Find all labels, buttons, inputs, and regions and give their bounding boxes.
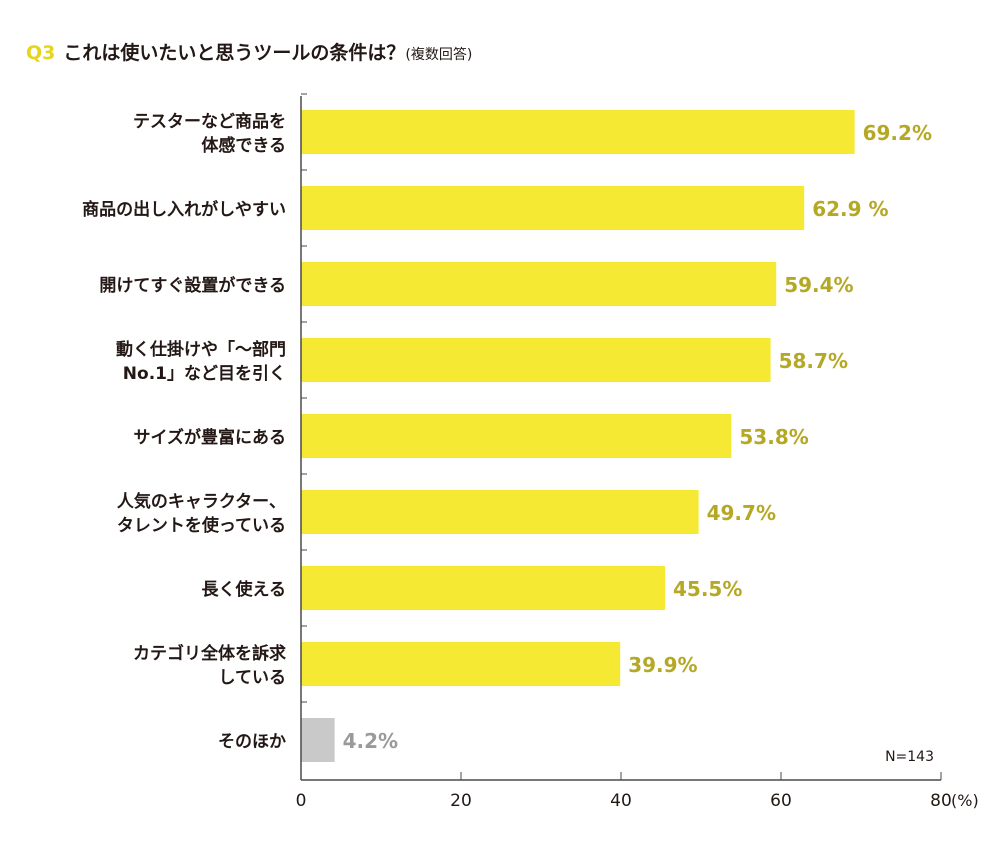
bar [301, 338, 771, 382]
category-label: No.1」など目を引く [123, 364, 286, 384]
x-tick-label: 60 [770, 791, 792, 811]
category-label: サイズが豊富にある [134, 427, 287, 448]
category-label: そのほか [218, 732, 286, 752]
value-label: 69.2% [863, 121, 932, 145]
value-label: 49.7% [707, 501, 776, 525]
value-label: 4.2% [343, 729, 398, 753]
category-label: カテゴリ全体を訴求 [133, 643, 286, 664]
bar [301, 186, 805, 230]
x-tick-label: 20 [450, 791, 472, 811]
category-label: 商品の出し入れがしやすい [82, 199, 286, 220]
value-label: 39.9% [628, 653, 697, 677]
category-label: している [219, 668, 287, 688]
value-label: 62.9 % [812, 197, 888, 221]
value-label: 45.5% [673, 577, 742, 601]
chart-title: Q3 これは使いたいと思うツールの条件は？(複数回答) [26, 38, 472, 65]
bar [301, 414, 732, 458]
sample-size-note: N=143 [885, 749, 934, 765]
x-axis-unit: (%) [951, 791, 979, 810]
bar [301, 490, 699, 534]
value-label: 59.4% [784, 273, 853, 297]
value-label: 53.8% [739, 425, 808, 449]
x-tick-label: 0 [296, 791, 307, 811]
question-title: これは使いたいと思うツールの条件は？ [63, 42, 406, 64]
category-label: タレントを使っている [117, 515, 286, 536]
bar [301, 262, 777, 306]
bar [301, 566, 665, 610]
bar [301, 642, 621, 686]
category-label: 体感できる [201, 135, 286, 156]
category-label: 動く仕掛けや「～部門 [116, 339, 286, 360]
category-label: 人気のキャラクター、 [117, 491, 286, 512]
x-tick-label: 80 [930, 791, 952, 811]
category-label: 長く使える [202, 579, 287, 600]
x-tick-label: 40 [610, 791, 632, 811]
bar [301, 110, 855, 154]
category-label: 開けてすぐ設置ができる [99, 275, 286, 296]
question-subtitle: (複数回答) [405, 47, 473, 63]
bar [301, 718, 335, 762]
value-label: 58.7% [779, 349, 848, 373]
question-number: Q3 [26, 42, 56, 64]
category-label: テスターなど商品を [133, 111, 286, 132]
